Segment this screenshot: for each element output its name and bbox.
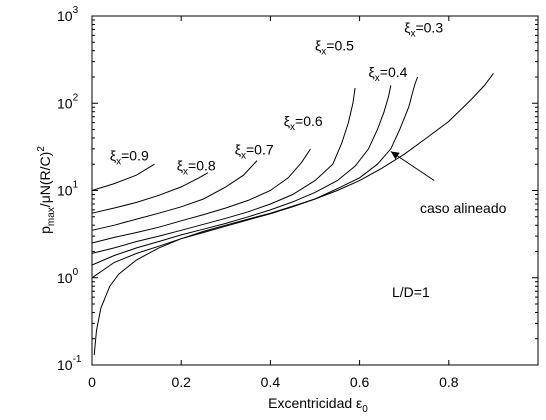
series-label-sub: x [241, 150, 246, 161]
y-axis-label-p: p [37, 226, 53, 234]
series-labels: ξx=0.9ξx=0.8ξx=0.7ξx=0.6ξx=0.5ξx=0.4ξx=0… [110, 19, 443, 177]
y-tick-base: 10 [57, 8, 73, 24]
series-label-value: =0.4 [380, 64, 408, 80]
y-axis-label-sub: max [46, 207, 57, 226]
series-label: ξx=0.3 [404, 19, 443, 39]
series-label-sub: x [183, 166, 188, 177]
y-tick-label: 103 [57, 5, 79, 24]
y-tick-label: 101 [57, 180, 79, 199]
x-tick-label: 0.6 [350, 374, 370, 390]
series-label: ξx=0.5 [315, 38, 354, 58]
series-label: ξx=0.4 [369, 64, 408, 84]
arrow-head [390, 151, 400, 160]
series-label-value: =0.5 [326, 38, 354, 54]
y-tick-exp: 3 [73, 5, 79, 16]
series-curves [91, 73, 494, 356]
series-label-value: =0.6 [295, 113, 323, 129]
y-tick-label: 102 [57, 92, 79, 111]
series-line-xi-05 [91, 87, 356, 254]
annotation-ld: L/D=1 [392, 284, 430, 300]
series-label-value: =0.7 [246, 141, 274, 157]
y-tick-label: 10-1 [57, 354, 82, 373]
y-axis-label: pmax/μN(R/C)2 [36, 146, 57, 234]
x-axis-label-main: Excentricidad ε [268, 395, 362, 411]
y-tick-label: 100 [57, 267, 79, 286]
series-label-greek: ξ [369, 64, 375, 80]
series-label-greek: ξ [284, 113, 290, 129]
series-label-sub: x [116, 157, 121, 168]
y-tick-exp: 2 [73, 92, 79, 103]
series-label: ξx=0.7 [235, 141, 274, 161]
series-label: ξx=0.8 [177, 157, 216, 177]
series-label-value: =0.8 [188, 157, 216, 173]
series-label-value: =0.9 [121, 148, 149, 164]
annotation-caso-alineado: caso alineado [420, 200, 507, 216]
x-tick-label: 0.4 [261, 374, 281, 390]
series-label: ξx=0.6 [284, 113, 323, 133]
arrow-shaft [390, 151, 435, 181]
series-label-sub: x [321, 47, 326, 58]
y-tick-exp: 0 [73, 267, 79, 278]
series-label-sub: x [410, 28, 415, 39]
x-tick-label: 0.2 [171, 374, 191, 390]
series-label-greek: ξ [235, 141, 241, 157]
x-tick-label: 0 [88, 374, 96, 390]
y-tick-base: 10 [57, 95, 73, 111]
series-label-sub: x [290, 122, 295, 133]
series-line-xi-09 [91, 163, 155, 191]
y-tick-base: 10 [57, 183, 73, 199]
series-label-sub: x [375, 73, 380, 84]
x-axis-label: Excentricidad ε0 [268, 395, 368, 415]
series-line-xi-07 [91, 160, 258, 231]
y-axis-label-rest: /μN(R/C) [37, 152, 53, 208]
series-line-xi-04 [91, 85, 392, 266]
y-tick-base: 10 [57, 270, 73, 286]
series-line-xi-06 [91, 148, 311, 244]
series-label-greek: ξ [404, 19, 410, 35]
series-line-xi-08 [91, 172, 209, 214]
annotation-arrow [390, 151, 435, 181]
x-tick-label: 0.8 [439, 374, 459, 390]
series-label: ξx=0.9 [110, 148, 149, 168]
x-axis-label-sub: 0 [362, 404, 368, 415]
series-line-xi-03 [91, 76, 419, 279]
series-label-greek: ξ [110, 148, 116, 164]
series-line-caso-alineado [93, 73, 494, 356]
y-tick-exp: 1 [73, 180, 79, 191]
y-axis-label-sup: 2 [36, 146, 47, 152]
series-label-greek: ξ [315, 38, 321, 54]
series-label-greek: ξ [177, 157, 183, 173]
y-tick-base: 10 [57, 357, 73, 373]
series-label-value: =0.3 [415, 19, 443, 35]
y-tick-exp: -1 [73, 354, 82, 365]
plot-frame [91, 15, 539, 366]
